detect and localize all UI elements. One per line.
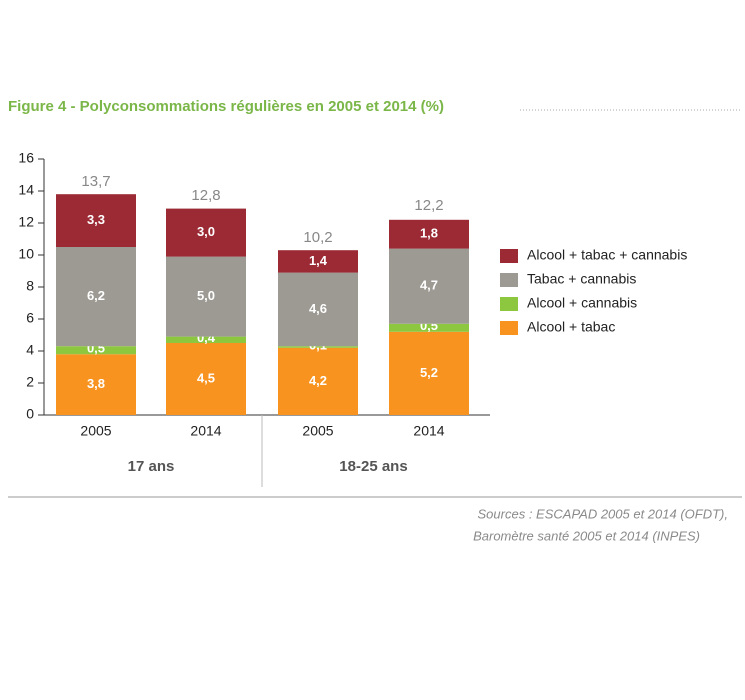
bar-segment bbox=[56, 354, 136, 415]
y-tick-label: 2 bbox=[26, 374, 34, 390]
value-label: 5,0 bbox=[197, 288, 215, 303]
bar-segment bbox=[278, 346, 358, 348]
legend-swatch bbox=[500, 273, 518, 287]
value-label: 4,2 bbox=[309, 373, 327, 388]
group-label: 18-25 ans bbox=[339, 458, 407, 475]
legend-swatch bbox=[500, 297, 518, 311]
y-tick-label: 16 bbox=[18, 150, 34, 166]
total-label: 12,8 bbox=[191, 187, 220, 204]
value-label: 3,0 bbox=[197, 224, 215, 239]
value-label: 6,2 bbox=[87, 288, 105, 303]
legend-swatch bbox=[500, 249, 518, 263]
value-label: 5,2 bbox=[420, 365, 438, 380]
x-tick-label: 2005 bbox=[302, 423, 333, 439]
group-label: 17 ans bbox=[128, 458, 175, 475]
legend-label: Alcool + tabac + cannabis bbox=[527, 247, 687, 263]
value-label: 1,4 bbox=[309, 253, 328, 268]
legend-swatch bbox=[500, 321, 518, 335]
y-tick-label: 10 bbox=[18, 246, 34, 262]
value-label: 1,8 bbox=[420, 226, 438, 241]
y-tick-label: 4 bbox=[26, 342, 34, 358]
x-tick-label: 2014 bbox=[190, 423, 221, 439]
value-label: 4,6 bbox=[309, 301, 327, 316]
bar-segment bbox=[56, 247, 136, 347]
value-label: 4,5 bbox=[197, 370, 215, 385]
legend-label: Alcool + tabac bbox=[527, 319, 615, 335]
bar-segment bbox=[56, 194, 136, 247]
bar-segment bbox=[389, 331, 469, 415]
value-label: 3,3 bbox=[87, 212, 105, 227]
y-tick-label: 0 bbox=[26, 406, 34, 422]
legend-label: Alcool + cannabis bbox=[527, 295, 637, 311]
x-tick-label: 2005 bbox=[80, 423, 111, 439]
bar-segment bbox=[166, 336, 246, 343]
bar-segment bbox=[389, 219, 469, 249]
bar-segment bbox=[166, 208, 246, 257]
x-tick-label: 2014 bbox=[413, 423, 444, 439]
total-label: 13,7 bbox=[81, 173, 110, 190]
y-tick-label: 8 bbox=[26, 278, 34, 294]
value-label: 4,7 bbox=[420, 278, 438, 293]
y-tick-label: 6 bbox=[26, 310, 34, 326]
total-label: 10,2 bbox=[303, 229, 332, 246]
total-label: 12,2 bbox=[414, 197, 443, 214]
bar-segment bbox=[278, 347, 358, 415]
bar-segment bbox=[389, 323, 469, 332]
bar-segment bbox=[166, 343, 246, 415]
legend-label: Tabac + cannabis bbox=[527, 271, 636, 287]
bar-segment bbox=[56, 346, 136, 355]
source: Sources : ESCAPAD 2005 et 2014 (OFDT), bbox=[478, 506, 728, 521]
bar-segment bbox=[278, 250, 358, 273]
bar-segment bbox=[278, 272, 358, 347]
bar-segment bbox=[389, 248, 469, 324]
y-tick-label: 12 bbox=[18, 214, 34, 230]
source: Baromètre santé 2005 et 2014 (INPES) bbox=[473, 528, 700, 543]
chart-title: Figure 4 - Polyconsommations régulières … bbox=[8, 98, 444, 115]
y-tick-label: 14 bbox=[18, 182, 34, 198]
value-label: 3,8 bbox=[87, 376, 105, 391]
bar-segment bbox=[166, 256, 246, 337]
